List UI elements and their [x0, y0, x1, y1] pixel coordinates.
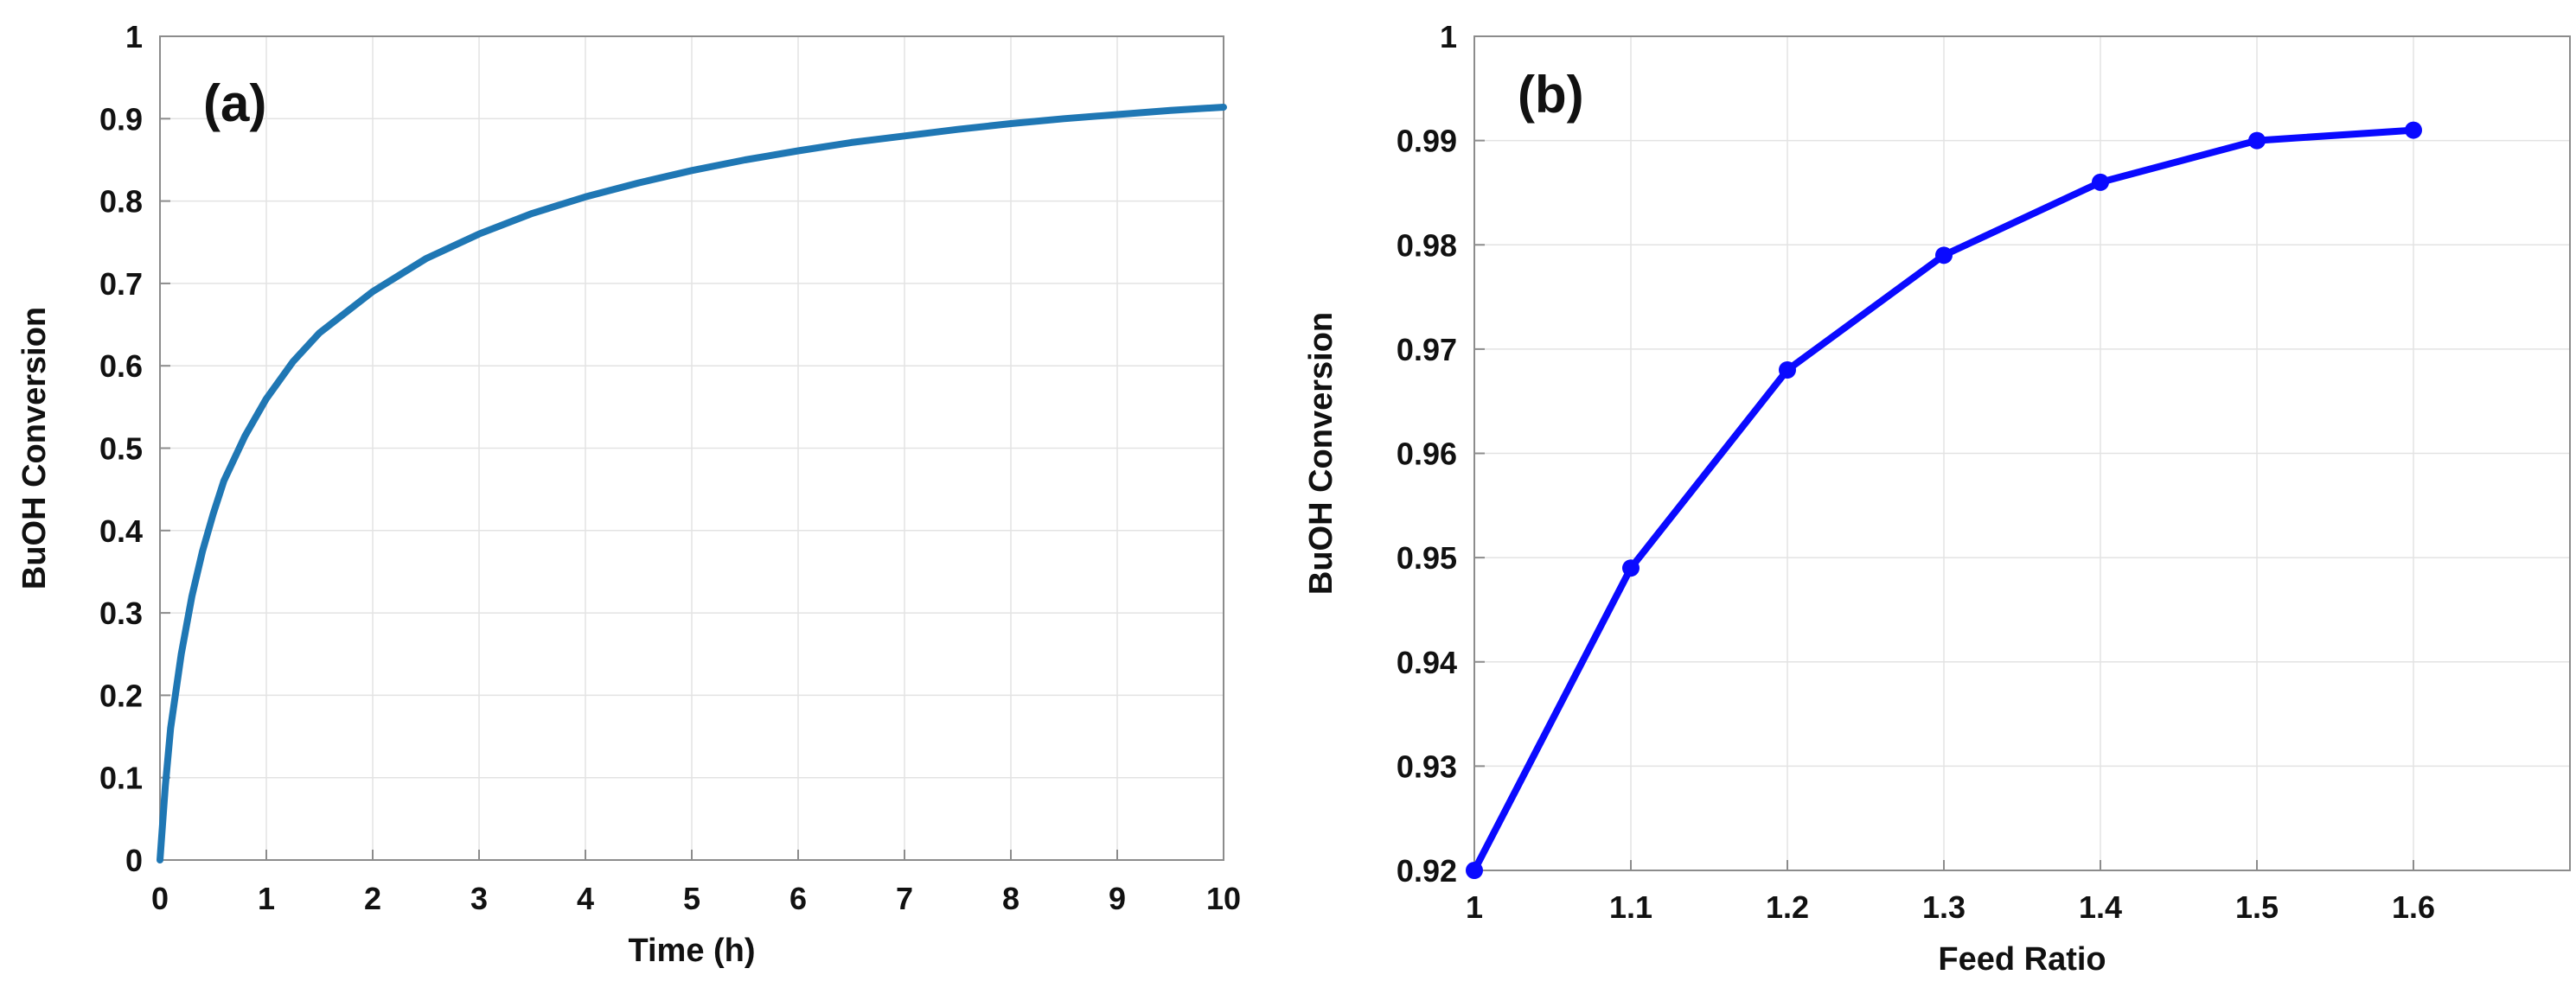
x-tick-label: 1.3 — [1922, 889, 1966, 925]
data-point — [1466, 862, 1483, 879]
grid-lines — [1473, 35, 2570, 871]
y-tick-label: 0.4 — [99, 513, 143, 549]
x-tick-label: 5 — [683, 881, 700, 916]
x-axis-label: Feed Ratio — [1938, 941, 2106, 978]
chart-a: 0 1 2 3 4 5 6 7 8 9 10 0 0.1 0.2 0.3 0.4 0.5 0.6 0.7 0.8 0.9… — [16, 19, 1241, 969]
x-tick-label: 7 — [896, 881, 913, 916]
y-tick-label: 0.95 — [1397, 540, 1457, 576]
data-point — [2248, 131, 2266, 150]
x-tick-label: 1 — [1466, 889, 1483, 925]
data-point — [1622, 559, 1640, 577]
grid-lines — [159, 35, 1224, 861]
y-tick-label: 1 — [125, 19, 143, 54]
x-tick-label: 1.1 — [1609, 889, 1652, 925]
axis-tick-labels: 0 1 2 3 4 5 6 7 8 9 10 0 0.1 0.2 0.3 0.4 0.5 0.6 0.7 0.8 0.9… — [99, 19, 1241, 916]
y-tick-label: 0.2 — [99, 678, 143, 713]
data-point — [1779, 361, 1796, 379]
x-tick-label: 4 — [577, 881, 594, 916]
y-tick-label: 0.8 — [99, 184, 143, 220]
x-tick-label: 3 — [470, 881, 488, 916]
axis-tick-labels: 1 1.1 1.2 1.3 1.4 1.5 1.6 0.92 0.93 0.94 0.95 0.96 0… — [1397, 19, 2435, 925]
y-axis-label: BuOH Conversion — [16, 307, 53, 589]
y-tick-label: 0.7 — [99, 266, 143, 302]
data-layer — [1466, 121, 2422, 879]
x-axis-label: Time (h) — [628, 933, 755, 969]
y-tick-label: 0.96 — [1397, 436, 1457, 472]
y-tick-label: 0.5 — [99, 431, 143, 467]
x-tick-label: 6 — [789, 881, 807, 916]
x-tick-label: 1.2 — [1766, 889, 1809, 925]
panel-label: (a) — [203, 74, 266, 132]
x-tick-label: 1.5 — [2235, 889, 2279, 925]
y-tick-label: 0.99 — [1397, 124, 1457, 159]
y-axis-label: BuOH Conversion — [1303, 312, 1339, 595]
y-tick-label: 0.94 — [1397, 645, 1457, 680]
data-layer — [157, 104, 1227, 863]
y-tick-label: 0.97 — [1397, 332, 1457, 367]
x-tick-label: 1.6 — [2392, 889, 2435, 925]
y-tick-label: 0.6 — [99, 348, 143, 384]
axis-ticks — [159, 35, 1224, 861]
data-point — [2092, 173, 2109, 191]
x-tick-label: 8 — [1002, 881, 1020, 916]
x-tick-label: 10 — [1206, 881, 1241, 916]
data-point — [2405, 121, 2422, 139]
y-tick-label: 0 — [125, 843, 143, 878]
x-tick-label: 0 — [151, 881, 169, 916]
series-line — [157, 104, 1227, 863]
y-tick-label: 0.1 — [99, 761, 143, 796]
y-tick-label: 0.92 — [1397, 853, 1457, 889]
y-tick-label: 0.98 — [1397, 227, 1457, 263]
x-tick-label: 1 — [258, 881, 275, 916]
data-point — [1935, 246, 1953, 264]
y-tick-label: 0.93 — [1397, 749, 1457, 784]
y-tick-label: 1 — [1440, 19, 1457, 54]
x-tick-label: 2 — [364, 881, 381, 916]
panel-label: (b) — [1518, 66, 1584, 124]
y-tick-label: 0.3 — [99, 596, 143, 631]
y-tick-label: 0.9 — [99, 101, 143, 137]
x-tick-label: 1.4 — [2079, 889, 2122, 925]
chart-b: 1 1.1 1.2 1.3 1.4 1.5 1.6 0.92 0.93 0.94 0.95 0.96 0… — [1303, 19, 2571, 978]
x-tick-label: 9 — [1109, 881, 1126, 916]
